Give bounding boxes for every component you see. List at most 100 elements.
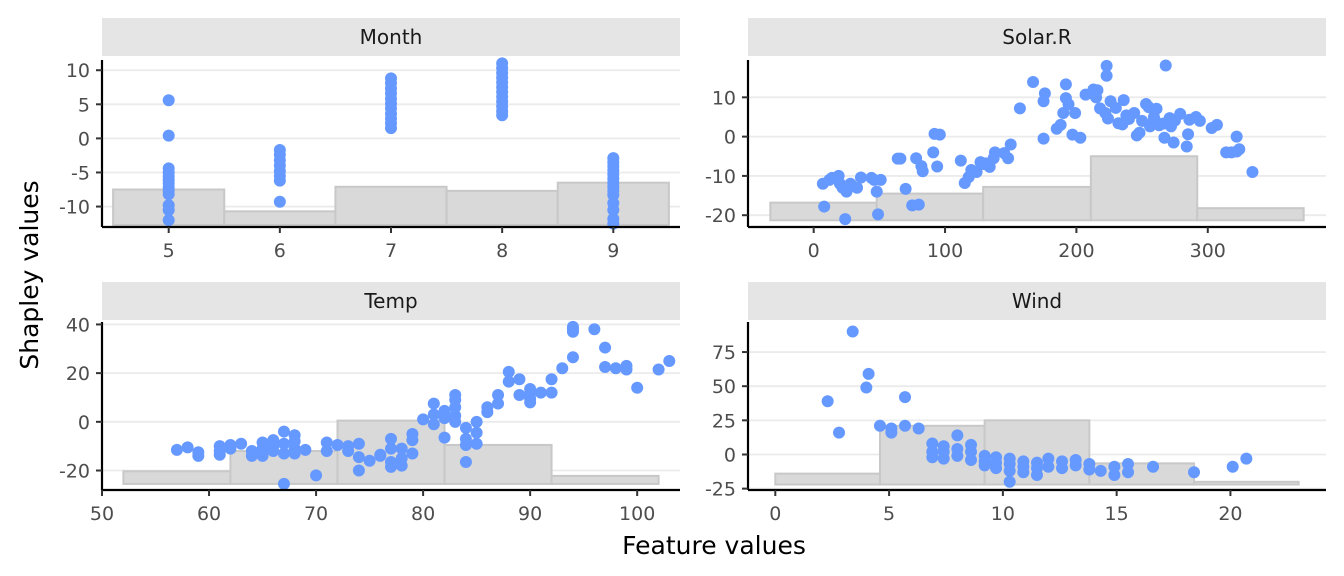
data-point (846, 325, 859, 338)
data-point (860, 381, 873, 394)
data-point (1147, 460, 1160, 473)
y-tick-label: -10 (59, 197, 90, 219)
data-point (1059, 78, 1072, 91)
data-point (1122, 466, 1135, 479)
data-point (1180, 140, 1193, 153)
histogram-bar (774, 472, 881, 486)
data-point (427, 408, 440, 421)
data-point (320, 436, 333, 449)
histogram-bar (875, 192, 985, 222)
data-point (1027, 76, 1040, 89)
data-point (245, 449, 258, 462)
y-tick-label: 0 (724, 444, 736, 466)
data-point (566, 325, 579, 338)
data-point (1069, 107, 1082, 120)
data-point (652, 363, 665, 376)
data-point (1013, 102, 1026, 115)
y-tick-label: 20 (66, 363, 90, 385)
data-point (299, 443, 312, 456)
data-point (873, 419, 886, 432)
histogram-bar (1196, 207, 1305, 222)
data-point (277, 437, 290, 450)
histogram-bar (1193, 480, 1300, 486)
x-tick-label: 20 (1218, 503, 1242, 525)
data-point (277, 447, 290, 460)
x-tick-label: 100 (927, 240, 963, 262)
y-axis-title: Shapley values (15, 180, 44, 369)
data-point (310, 469, 323, 482)
y-tick-label: 0 (78, 412, 90, 434)
data-point (513, 389, 526, 402)
data-point (1246, 165, 1259, 178)
data-point (1167, 136, 1180, 149)
data-point (459, 456, 472, 468)
data-point (385, 460, 397, 473)
facet-strip (102, 18, 680, 56)
data-point (162, 203, 175, 216)
data-point (470, 415, 483, 428)
data-point (470, 437, 483, 450)
data-point (1057, 107, 1070, 120)
y-tick-label: -5 (71, 162, 90, 184)
data-point (320, 445, 333, 458)
data-point (663, 354, 676, 367)
data-point (1182, 128, 1195, 141)
data-point (833, 426, 846, 439)
x-tick-label: 9 (607, 240, 619, 262)
x-tick-label: 7 (385, 240, 397, 262)
data-point (352, 464, 365, 477)
y-tick-label: -25 (705, 479, 736, 501)
x-tick-label: 50 (90, 503, 114, 525)
histogram-bar (1089, 155, 1199, 222)
data-point (566, 351, 579, 364)
data-point (970, 165, 983, 178)
data-point (1133, 126, 1146, 139)
data-point (235, 437, 248, 450)
x-tick-label: 10 (991, 503, 1015, 525)
data-point (545, 373, 558, 386)
data-point (385, 122, 397, 135)
data-point (470, 426, 483, 439)
data-point (933, 128, 946, 141)
facet-panel-wind: Wind -25 0 25 50 75 0 5 10 15 20 (705, 282, 1326, 525)
data-point (256, 449, 269, 462)
facet-title: Month (360, 25, 423, 49)
facet-panel-month: Month -10 -5 0 5 10 5 6 7 8 9 (59, 18, 680, 262)
data-point (1003, 475, 1016, 488)
data-point (459, 421, 472, 434)
data-point (459, 432, 472, 445)
data-point (427, 397, 440, 410)
data-point (1069, 459, 1082, 472)
data-point (492, 389, 505, 402)
data-point (851, 181, 864, 194)
x-tick-label: 200 (1058, 240, 1094, 262)
data-point (363, 454, 376, 467)
data-point (899, 419, 912, 432)
data-point (224, 442, 237, 455)
data-point (874, 173, 887, 186)
data-point (374, 448, 387, 461)
data-point (912, 422, 925, 435)
data-point (1042, 460, 1055, 473)
data-point (988, 146, 1001, 159)
histogram-bar (223, 210, 337, 226)
data-point (1091, 84, 1104, 97)
data-point (609, 362, 622, 375)
data-point (912, 198, 925, 211)
data-point (1100, 59, 1113, 72)
x-tick-label: 5 (883, 503, 895, 525)
data-point (449, 389, 462, 402)
histogram-bar (982, 185, 1092, 222)
data-point (181, 441, 194, 454)
data-point (406, 428, 419, 440)
data-point (899, 391, 912, 404)
x-tick-label: 60 (197, 503, 221, 525)
data-point (854, 171, 867, 184)
data-point (588, 323, 601, 336)
data-point (385, 442, 397, 455)
data-point (1056, 462, 1069, 475)
facet-strip (748, 282, 1326, 320)
data-point (534, 386, 547, 399)
